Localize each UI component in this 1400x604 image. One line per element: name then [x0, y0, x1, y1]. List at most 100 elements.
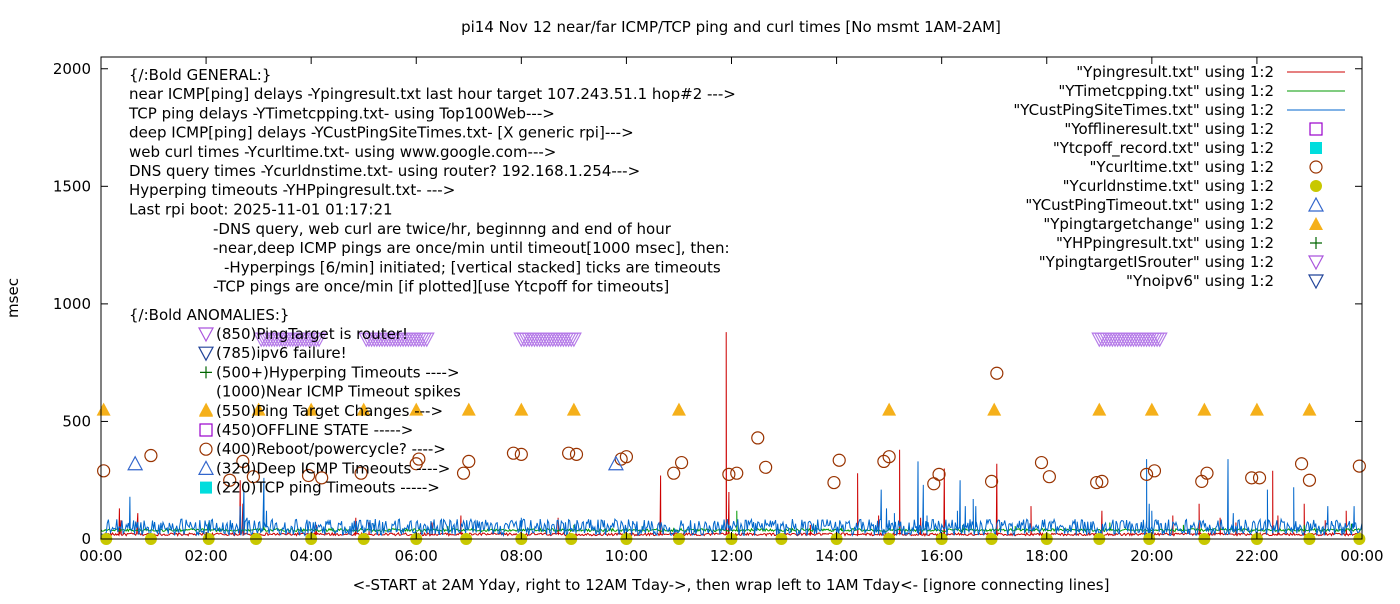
- data-point: [1302, 473, 1317, 487]
- x-tick-label: 00:00: [1340, 547, 1383, 565]
- legend-label: "YTimetcpping.txt" using 1:2: [1058, 82, 1274, 100]
- legend-swatch: [1307, 196, 1325, 212]
- note-line: near ICMP[ping] delays -Ypingresult.txt …: [129, 85, 736, 103]
- note-line: Hyperping timeouts -YHPpingresult.txt- -…: [129, 181, 455, 199]
- data-point: [1294, 457, 1309, 471]
- chart-title: pi14 Nov 12 near/far ICMP/TCP ping and c…: [461, 18, 1001, 36]
- data-point: [667, 466, 681, 480]
- legend-swatch: [1307, 274, 1325, 290]
- data-point: [96, 402, 111, 416]
- data-point: [1197, 402, 1212, 416]
- legend-label: "Ytcpoff_record.txt" using 1:2: [1053, 139, 1274, 158]
- legend-swatch: [1310, 142, 1322, 154]
- data-point: [1095, 474, 1109, 488]
- data-point: [751, 431, 765, 445]
- y-tick-label: 500: [62, 412, 91, 430]
- x-tick-label: 18:00: [1025, 547, 1068, 565]
- legend-label: "Ycurltime.txt" using 1:2: [1089, 158, 1274, 176]
- x-tick-label: 00:00: [79, 547, 122, 565]
- data-point: [461, 402, 476, 416]
- data-point: [251, 402, 266, 416]
- legend-swatch: [1309, 217, 1323, 230]
- data-point: [607, 455, 624, 471]
- data-point: [1042, 470, 1056, 484]
- data-point: [356, 402, 371, 416]
- note-line-indented: -TCP pings are once/min [if plotted][use…: [213, 278, 669, 296]
- data-point: [1147, 464, 1162, 478]
- data-point: [409, 402, 424, 416]
- data-point: [1034, 455, 1049, 470]
- note-line: {/:Bold GENERAL:}: [129, 66, 271, 84]
- data-point: [565, 332, 582, 348]
- x-tick-label: 14:00: [815, 547, 858, 565]
- data-point: [927, 477, 941, 491]
- data-point: [354, 466, 368, 480]
- anomaly-text: (785)ipv6 failure!: [216, 344, 347, 362]
- notes-block: {/:Bold GENERAL:}near ICMP[ping] delays …: [128, 66, 736, 296]
- data-point: [671, 402, 686, 416]
- data-point: [311, 332, 328, 348]
- anomaly-marker: [200, 481, 212, 494]
- legend-label: "YpingtargetISrouter" using 1:2: [1039, 253, 1274, 271]
- legend-label: "YHPpingresult.txt" using 1:2: [1056, 234, 1274, 252]
- y-tick-label: 0: [81, 530, 91, 548]
- x-tick-label: 08:00: [500, 547, 543, 565]
- data-point: [569, 447, 584, 461]
- legend-swatch: [1309, 160, 1323, 174]
- data-point: [1252, 471, 1267, 485]
- legend-swatch: [1310, 180, 1322, 192]
- note-line-indented: -Hyperpings [6/min] initiated; [vertical…: [224, 258, 721, 276]
- legend-label: "Ypingresult.txt" using 1:2: [1076, 63, 1274, 81]
- data-point: [987, 402, 1002, 416]
- anomaly-marker: [199, 442, 213, 456]
- legend-label: "Ycurldnstime.txt" using 1:2: [1063, 177, 1274, 195]
- data-point: [882, 402, 897, 416]
- anomaly-text: (850)PingTarget is router!: [216, 325, 408, 343]
- anomaly-text: (500+)Hyperping Timeouts ---->: [216, 363, 460, 381]
- anomaly-text: (550)Ping Target Changes --->: [216, 402, 443, 420]
- anomaly-text: (1000)Near ICMP Timeout spikes: [216, 383, 461, 401]
- data-point: [759, 460, 773, 474]
- anomaly-text: (450)OFFLINE STATE ----->: [216, 421, 413, 439]
- axes: 00:00 02:00 04:00 06:00 08:00 10:00 12:00 14:00…: [53, 57, 1384, 565]
- anomaly-text: (400)Reboot/powercycle? ---->: [216, 440, 446, 458]
- x-tick-label: 22:00: [1235, 547, 1278, 565]
- note-line: web curl times -Ycurltime.txt- using www…: [129, 143, 556, 161]
- y-axis-label: msec: [4, 278, 22, 318]
- data-point: [236, 454, 250, 469]
- data-point: [462, 454, 476, 469]
- data-point: [619, 450, 634, 464]
- y-tick-label: 1500: [53, 177, 91, 195]
- data-point: [1092, 402, 1107, 416]
- legend-label: "YCustPingSiteTimes.txt" using 1:2: [1013, 101, 1274, 119]
- anomalies-block: {/:Bold ANOMALIES:}(850)PingTarget is ro…: [129, 306, 461, 497]
- legend-label: "YCustPingTimeout.txt" using 1:2: [1025, 196, 1274, 214]
- data-point: [301, 468, 316, 483]
- legend-label: "Ynoipv6" using 1:2: [1126, 272, 1274, 290]
- data-point: [246, 470, 260, 484]
- legend: "Ypingresult.txt" using 1:2"YTimetcpping…: [1013, 63, 1345, 290]
- data-point: [1302, 402, 1317, 416]
- data-point: [990, 366, 1004, 380]
- legend-swatch: [1309, 122, 1323, 136]
- anomaly-marker: [199, 423, 213, 437]
- anomaly-text: (320)Deep ICMP Timeouts ---->: [216, 459, 450, 477]
- anomalies-title: {/:Bold ANOMALIES:}: [129, 306, 289, 324]
- data-point: [1144, 402, 1159, 416]
- data-point: [506, 446, 521, 460]
- anomaly-marker: [199, 403, 213, 417]
- data-point: [562, 446, 576, 460]
- data-point: [1249, 402, 1264, 416]
- data-point: [566, 402, 581, 416]
- data-point: [984, 474, 999, 488]
- anomaly-marker: [197, 346, 215, 362]
- anomaly-text: (220)TCP ping Timeouts ----->: [216, 479, 440, 497]
- data-point: [514, 447, 528, 461]
- data-point: [1090, 475, 1104, 490]
- anomaly-marker: [197, 327, 215, 343]
- x-tick-label: 10:00: [605, 547, 648, 565]
- data-point: [1352, 459, 1366, 473]
- data-point: [730, 466, 744, 480]
- data-point: [882, 450, 896, 464]
